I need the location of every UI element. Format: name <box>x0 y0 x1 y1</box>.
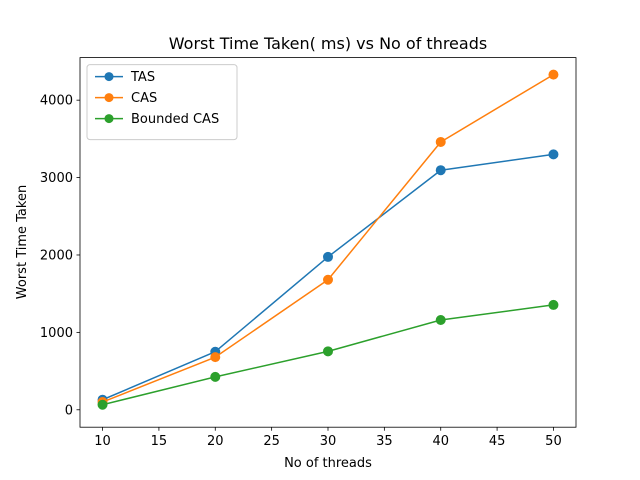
y-tick-label: 2000 <box>40 248 73 263</box>
x-tick-label: 35 <box>376 434 393 449</box>
legend-label-tas: TAS <box>130 70 155 85</box>
x-tick-label: 25 <box>263 434 280 449</box>
data-point-bounded-cas <box>97 399 108 410</box>
legend-marker-cas <box>104 93 114 103</box>
legend: TAS CAS Bounded CAS <box>86 64 238 141</box>
legend-label-bounded-cas: Bounded CAS <box>131 112 219 127</box>
x-tick-label: 40 <box>432 434 449 449</box>
x-tick-label: 20 <box>207 434 224 449</box>
x-tick-label: 15 <box>151 434 168 449</box>
x-tick-label: 10 <box>94 434 111 449</box>
data-point-cas <box>548 69 559 80</box>
data-point-tas <box>548 149 559 160</box>
y-tick-label: 3000 <box>40 171 73 186</box>
legend-label-cas: CAS <box>131 91 157 106</box>
x-tick-label: 50 <box>545 434 562 449</box>
y-axis-ticks: 0 1000 2000 3000 4000 <box>40 94 80 418</box>
legend-marker-tas <box>104 72 114 82</box>
chart-title: Worst Time Taken( ms) vs No of threads <box>169 34 487 53</box>
x-axis-ticks: 10 15 20 25 30 35 40 45 50 <box>94 427 562 449</box>
data-point-cas <box>323 274 333 285</box>
data-point-bounded-cas <box>435 314 446 325</box>
y-tick-label: 0 <box>65 403 73 418</box>
data-point-bounded-cas <box>210 371 221 382</box>
data-point-bounded-cas <box>323 346 333 357</box>
legend-box <box>86 64 238 141</box>
y-axis-label: Worst Time Taken <box>15 185 30 299</box>
x-axis-label: No of threads <box>284 456 372 471</box>
data-point-cas <box>435 136 446 147</box>
data-point-tas <box>435 165 446 176</box>
plot-marks <box>97 69 559 410</box>
data-point-cas <box>210 352 221 363</box>
data-point-bounded-cas <box>548 299 559 310</box>
y-tick-label: 4000 <box>40 94 73 109</box>
y-tick-label: 1000 <box>40 326 73 341</box>
x-tick-label: 30 <box>320 434 337 449</box>
data-point-tas <box>323 251 333 262</box>
x-tick-label: 45 <box>489 434 506 449</box>
legend-marker-bounded-cas <box>104 114 114 124</box>
